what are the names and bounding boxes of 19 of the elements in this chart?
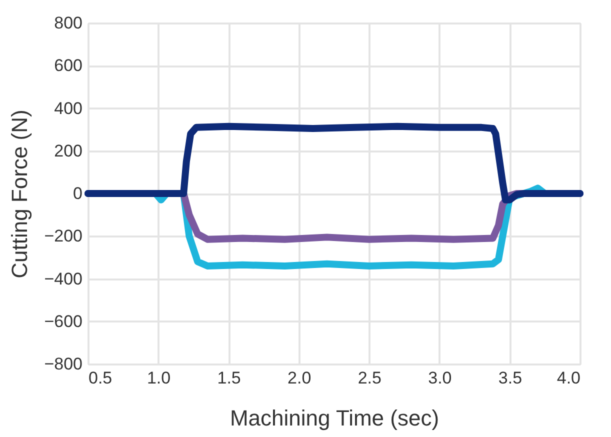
x-tick-label: 3.5 xyxy=(498,368,522,388)
x-tick-label: 3.0 xyxy=(428,368,452,388)
y-tick-label: 800 xyxy=(54,14,82,32)
y-tick-label: 0 xyxy=(73,184,82,203)
x-tick-label: 4.0 xyxy=(556,368,580,388)
y-tick-label: −600 xyxy=(44,312,82,331)
x-tick-label: 2.5 xyxy=(358,368,382,388)
y-tick-label: 200 xyxy=(54,141,82,160)
y-tick-label: −200 xyxy=(44,226,82,246)
x-tick-label: 2.0 xyxy=(288,368,312,388)
x-tick-label: 0.5 xyxy=(88,368,112,388)
x-tick-label: 1.0 xyxy=(146,368,171,388)
y-tick-label: −800 xyxy=(44,354,82,374)
y-tick-label: 600 xyxy=(54,56,82,76)
y-axis-title: Cutting Force (N) xyxy=(7,110,32,278)
y-tick-label: 400 xyxy=(54,98,82,118)
y-tick-label: −400 xyxy=(44,269,82,288)
x-axis-title: Machining Time (sec) xyxy=(230,406,440,430)
x-tick-label: 1.5 xyxy=(217,368,241,388)
